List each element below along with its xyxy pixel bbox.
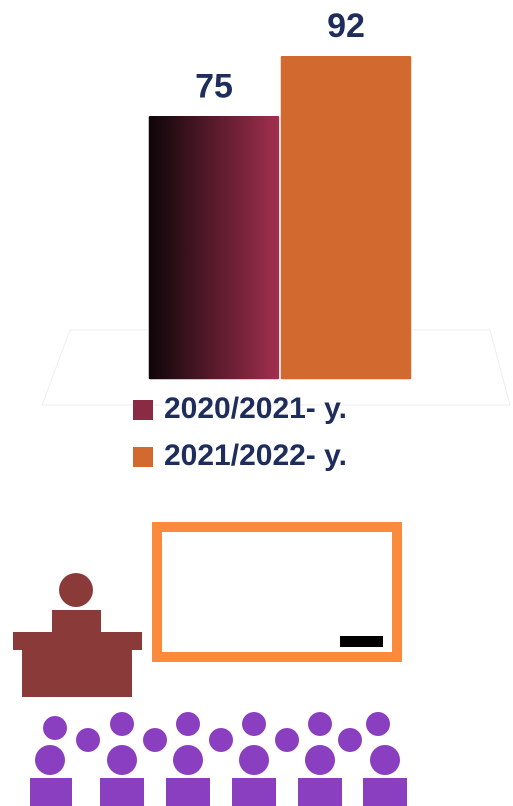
students [30, 712, 407, 806]
value-label: 92 [327, 7, 365, 45]
board [152, 522, 402, 662]
eraser [340, 636, 383, 647]
bar [279, 54, 413, 381]
legend-marker [133, 400, 153, 420]
legend-label: 2021/2022- y. [164, 439, 347, 472]
legend-label: 2020/2021- y. [164, 392, 347, 425]
teacher-head [59, 573, 93, 607]
value-label: 75 [195, 67, 233, 105]
legend-marker [133, 447, 153, 467]
bar [147, 114, 281, 381]
desk [22, 650, 132, 697]
desk-top [13, 632, 142, 650]
chart: 75 2020/2021- y. 92 2021/2022- y. [133, 7, 413, 472]
classroom-illustration [13, 522, 407, 806]
